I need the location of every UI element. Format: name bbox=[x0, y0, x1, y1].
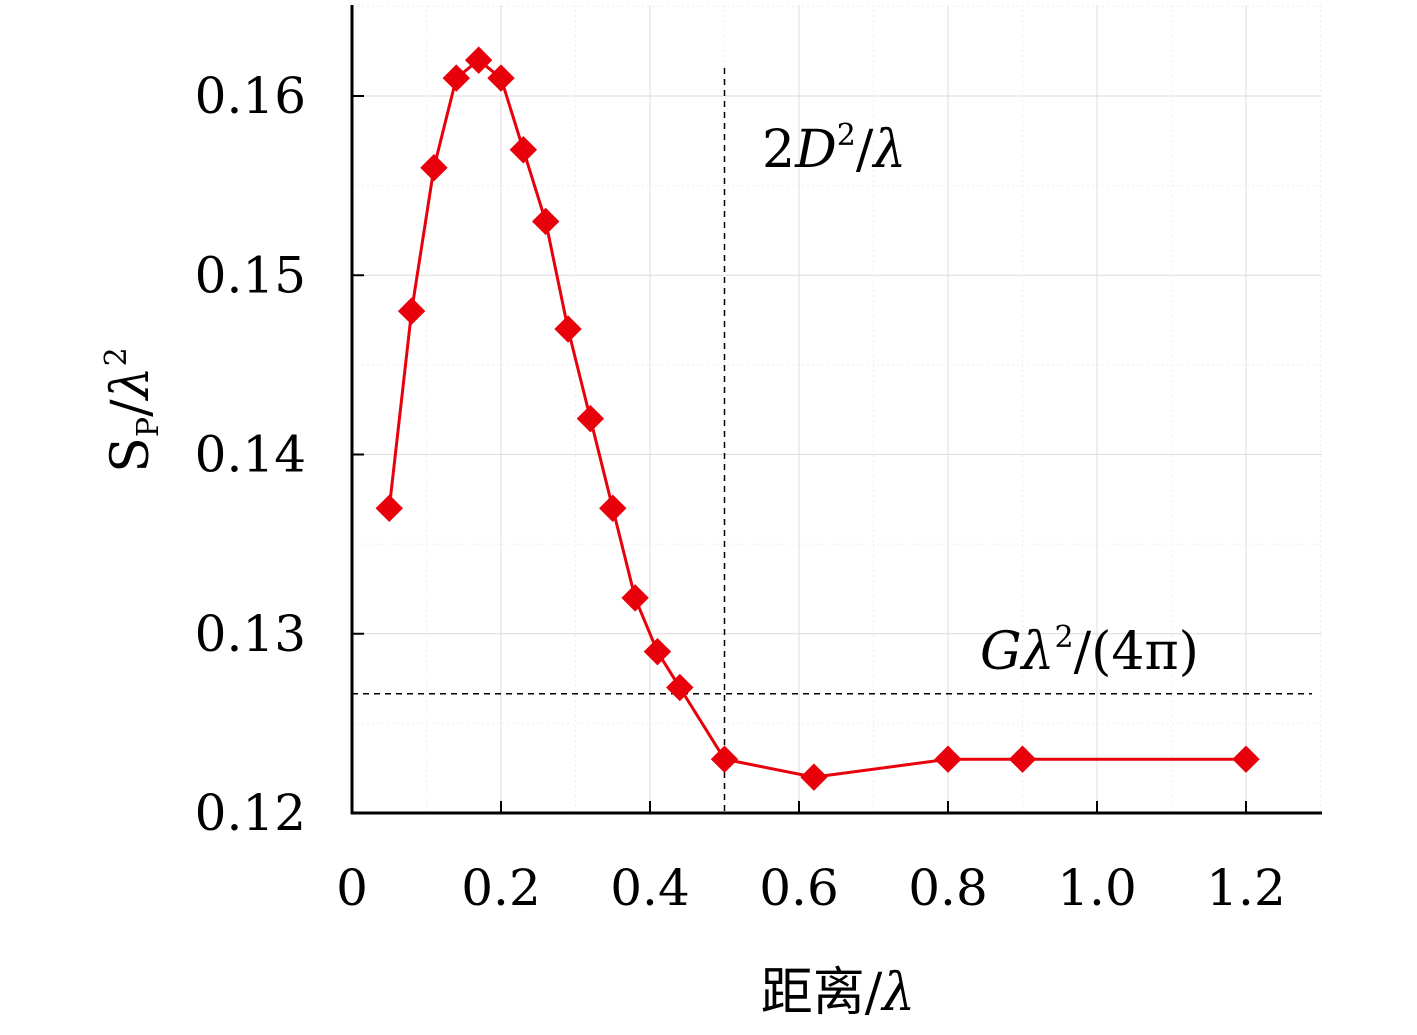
data-point-18 bbox=[1232, 745, 1260, 773]
x-tick-label-3: 0.6 bbox=[759, 859, 839, 917]
annot-area-v: G bbox=[980, 622, 1022, 682]
x-tick-label-5: 1.0 bbox=[1057, 859, 1137, 917]
y-label-sub: P bbox=[131, 417, 166, 437]
data-point-1 bbox=[397, 297, 426, 325]
annot-area-sup: 2 bbox=[1055, 620, 1074, 655]
annot-far-rest: / bbox=[856, 120, 874, 180]
data-point-10 bbox=[599, 494, 627, 522]
axes bbox=[350, 5, 1322, 815]
annot-far-sup: 2 bbox=[837, 118, 856, 153]
data-point-12 bbox=[643, 637, 672, 666]
y-label-s: S bbox=[101, 437, 161, 473]
y-tick-label-3: 0.15 bbox=[195, 246, 306, 304]
x-tick-label-2: 0.4 bbox=[610, 859, 690, 917]
y-tick-label-2: 0.14 bbox=[195, 426, 306, 484]
data-point-8 bbox=[554, 315, 582, 343]
data-point-0 bbox=[375, 494, 403, 522]
data-point-3 bbox=[442, 64, 471, 92]
data-point-7 bbox=[531, 207, 560, 236]
data-point-13 bbox=[666, 673, 694, 702]
data-point-4 bbox=[464, 46, 493, 74]
x-tick-label-0: 0 bbox=[336, 859, 368, 917]
data-point-17 bbox=[1008, 745, 1037, 773]
x-label-main: 距离/ bbox=[761, 963, 883, 1023]
data-point-15 bbox=[800, 763, 828, 791]
x-tick-label-4: 0.8 bbox=[908, 859, 988, 917]
y-label-slash: / bbox=[101, 399, 161, 417]
x-tick-label-6: 1.2 bbox=[1206, 859, 1286, 917]
x-axis-label: 距离/λ bbox=[761, 963, 916, 1023]
y-label-var: λ bbox=[101, 366, 161, 401]
x-label-var: λ bbox=[880, 963, 915, 1023]
annot-far-n: 2 bbox=[762, 120, 795, 180]
annotation-far-field: 2D2/λ bbox=[762, 118, 906, 180]
reference-lines bbox=[352, 68, 1312, 813]
annotation-effective-area: Gλ2/(4π) bbox=[980, 620, 1199, 682]
data-point-9 bbox=[576, 404, 605, 433]
series bbox=[375, 46, 1260, 791]
data-point-11 bbox=[621, 584, 649, 612]
y-tick-label-4: 0.16 bbox=[195, 67, 306, 125]
annot-area-rest: /(4π) bbox=[1074, 622, 1199, 682]
grid bbox=[351, 5, 1322, 814]
x-ticks: 0 0.2 0.4 0.6 0.8 1.0 1.2 bbox=[336, 801, 1286, 917]
y-label-sup: 2 bbox=[99, 347, 134, 366]
x-tick-label-1: 0.2 bbox=[461, 859, 541, 917]
annot-far-var: λ bbox=[871, 120, 906, 180]
y-axis-label: SP/λ2 bbox=[99, 347, 166, 472]
y-tick-label-1: 0.13 bbox=[195, 605, 306, 663]
data-point-2 bbox=[420, 153, 448, 182]
data-point-16 bbox=[934, 745, 962, 773]
annot-far-v: D bbox=[794, 120, 837, 180]
y-tick-label-0: 0.12 bbox=[195, 784, 306, 842]
data-point-5 bbox=[487, 64, 515, 92]
data-point-14 bbox=[710, 745, 739, 773]
data-point-6 bbox=[509, 136, 538, 164]
y-ticks: 0.12 0.13 0.14 0.15 0.16 bbox=[195, 67, 364, 842]
annot-area-var: λ bbox=[1020, 622, 1055, 682]
